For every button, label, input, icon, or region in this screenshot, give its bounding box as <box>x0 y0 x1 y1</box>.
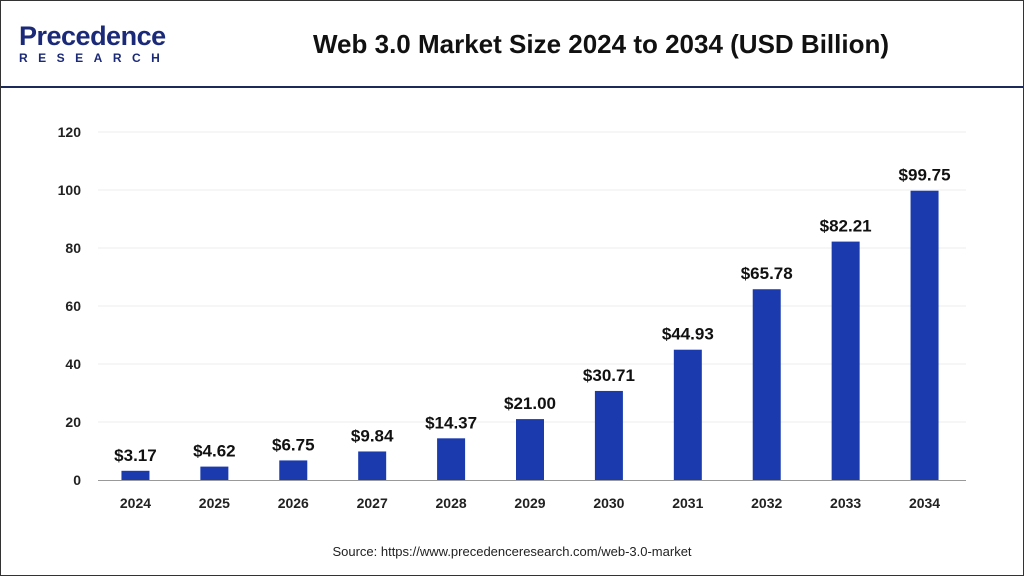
y-tick-label: 80 <box>65 240 81 256</box>
data-label: $21.00 <box>504 394 556 413</box>
data-label: $82.21 <box>820 217 872 236</box>
data-label: $44.93 <box>662 325 714 344</box>
bar-2032 <box>752 289 781 480</box>
bar-2033 <box>831 241 860 480</box>
x-tick-label: 2032 <box>751 495 782 511</box>
y-tick-label: 0 <box>73 472 81 488</box>
y-tick-label: 100 <box>58 182 82 198</box>
x-tick-label: 2027 <box>357 495 388 511</box>
bar-2025 <box>200 466 229 480</box>
y-tick-label: 120 <box>58 124 82 140</box>
x-tick-label: 2031 <box>672 495 703 511</box>
x-tick-label: 2033 <box>830 495 861 511</box>
x-tick-label: 2028 <box>436 495 467 511</box>
header-divider <box>1 86 1023 88</box>
logo-line2: RESEARCH <box>19 51 171 65</box>
y-tick-label: 60 <box>65 298 81 314</box>
bar-2027 <box>358 451 387 480</box>
x-tick-label: 2030 <box>593 495 624 511</box>
data-label: $6.75 <box>272 435 315 454</box>
data-label: $14.37 <box>425 413 477 432</box>
data-label: $9.84 <box>351 426 394 445</box>
precedence-research-logo: Precedence RESEARCH <box>19 21 171 66</box>
x-tick-label: 2025 <box>199 495 230 511</box>
y-tick-label: 40 <box>65 356 81 372</box>
bar-2030 <box>594 390 623 480</box>
data-label: $99.75 <box>899 166 951 185</box>
source-note: Source: https://www.precedenceresearch.c… <box>332 544 692 559</box>
data-label: $4.62 <box>193 442 236 461</box>
bar-2028 <box>437 438 466 480</box>
bar-2029 <box>516 419 544 480</box>
x-tick-label: 2026 <box>278 495 309 511</box>
bar-2026 <box>279 460 308 480</box>
data-label: $30.71 <box>583 366 635 385</box>
y-tick-label: 20 <box>65 414 81 430</box>
logo-line1: Precedence <box>19 21 166 51</box>
chart-title: Web 3.0 Market Size 2024 to 2034 (USD Bi… <box>312 29 890 59</box>
bar-2034 <box>910 190 939 480</box>
bar-2031 <box>673 349 702 480</box>
data-label: $3.17 <box>114 446 157 465</box>
x-tick-label: 2034 <box>909 495 940 511</box>
bar-2024 <box>121 470 150 480</box>
x-tick-label: 2029 <box>514 495 545 511</box>
x-tick-label: 2024 <box>120 495 151 511</box>
data-label: $65.78 <box>741 264 793 283</box>
